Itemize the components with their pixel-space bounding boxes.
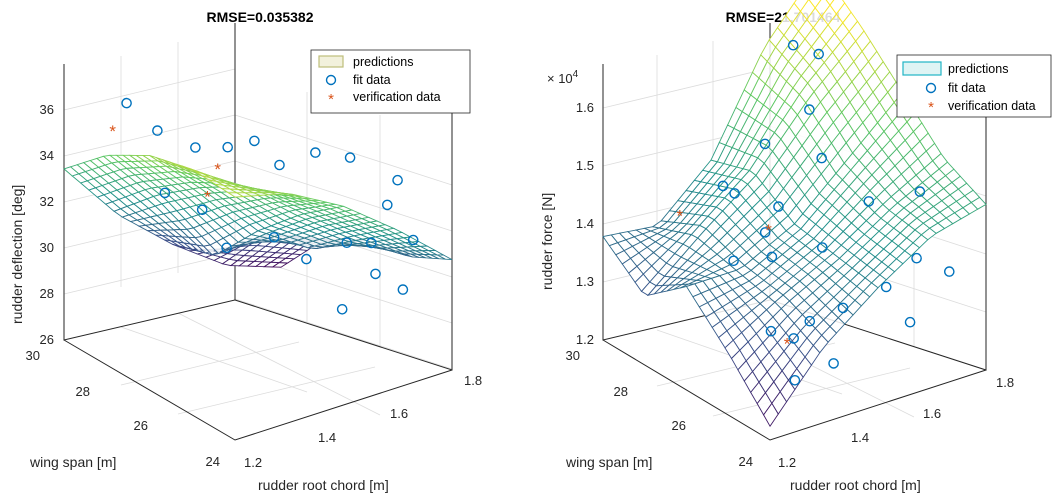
fit-data-point <box>882 282 891 291</box>
legend-label: predictions <box>353 55 413 69</box>
fit-data-point <box>906 318 915 327</box>
z-tick-label: 1.6 <box>576 100 594 115</box>
verification-data-point: * <box>765 221 772 240</box>
x-ticks: 1.2 1.4 1.6 1.8 <box>244 373 482 470</box>
legend-surface-swatch <box>903 62 941 75</box>
fit-data-point <box>829 359 838 368</box>
legend: predictions fit data * verification data <box>311 50 470 113</box>
verification-data-point: * <box>676 207 683 226</box>
plot-title: RMSE=0.035382 <box>206 9 313 25</box>
z-tick-label: 1.4 <box>576 216 594 231</box>
x-tick-label: 1.4 <box>851 430 869 445</box>
z-axis-label: rudder deflection [deg] <box>9 185 25 324</box>
legend-label: predictions <box>948 62 1008 76</box>
fit-data-point <box>383 200 392 209</box>
x-tick-label: 1.6 <box>390 406 408 421</box>
z-tick-label: 1.2 <box>576 332 594 347</box>
z-tick-label: 36 <box>40 102 54 117</box>
y-tick-label: 26 <box>134 418 148 433</box>
x-axis-label: rudder root chord [m] <box>790 477 921 493</box>
z-tick-label: 1.3 <box>576 274 594 289</box>
y-axis-label: wing span [m] <box>29 454 116 470</box>
z-tick-label: 32 <box>40 194 54 209</box>
verification-data-point: * <box>204 188 211 207</box>
z-tick-label: 34 <box>40 148 54 163</box>
verification-data-point: * <box>109 122 116 141</box>
legend-label: verification data <box>948 99 1036 113</box>
x-axis-label: rudder root chord [m] <box>258 477 389 493</box>
legend-label: fit data <box>353 73 391 87</box>
y-tick-label: 30 <box>566 348 580 363</box>
x-tick-label: 1.8 <box>464 373 482 388</box>
z-tick-label: 26 <box>40 332 54 347</box>
fit-data-point <box>311 148 320 157</box>
fit-data-point <box>912 254 921 263</box>
legend: predictions fit data * verification data <box>897 55 1051 117</box>
fit-data-point <box>371 269 380 278</box>
legend-label: fit data <box>948 81 986 95</box>
plot-right: RMSE=21.701464 *** 1.2 1.3 1.4 1.5 1.6 ×… <box>539 0 1051 493</box>
plot-left: RMSE=0.035382 *** 26 28 30 32 34 36 <box>9 9 482 493</box>
fit-data-point <box>338 305 347 314</box>
fit-data-point <box>302 255 311 264</box>
legend-surface-swatch <box>319 56 343 67</box>
fit-data-point <box>393 176 402 185</box>
y-tick-label: 28 <box>614 384 628 399</box>
x-tick-label: 1.2 <box>244 455 262 470</box>
fit-data-point <box>122 99 131 108</box>
z-ticks: 26 28 30 32 34 36 <box>40 102 54 347</box>
fit-data-point <box>275 160 284 169</box>
y-ticks: 30 28 26 24 <box>566 348 753 469</box>
verification-data-point: * <box>214 160 221 179</box>
z-tick-label: 28 <box>40 286 54 301</box>
y-tick-label: 30 <box>26 348 40 363</box>
z-axis-label: rudder force [N] <box>539 193 555 290</box>
y-axis-label: wing span [m] <box>565 454 652 470</box>
x-ticks: 1.2 1.4 1.6 1.8 <box>778 375 1014 470</box>
fit-data-point <box>346 153 355 162</box>
x-tick-label: 1.2 <box>778 455 796 470</box>
x-tick-label: 1.4 <box>318 430 336 445</box>
z-exponent-label: × 104 <box>547 69 579 86</box>
legend-label: verification data <box>353 90 441 104</box>
y-tick-label: 28 <box>76 384 90 399</box>
z-tick-label: 1.5 <box>576 158 594 173</box>
y-tick-label: 26 <box>672 418 686 433</box>
y-tick-label: 24 <box>739 454 753 469</box>
x-tick-label: 1.8 <box>996 375 1014 390</box>
x-tick-label: 1.6 <box>923 406 941 421</box>
fit-data-point <box>398 285 407 294</box>
verification-data-point: * <box>784 335 791 354</box>
z-tick-label: 30 <box>40 240 54 255</box>
legend-star-marker: * <box>928 99 934 116</box>
y-ticks: 30 28 26 24 <box>26 348 220 469</box>
fit-data-point <box>945 267 954 276</box>
fit-data-point <box>250 136 259 145</box>
y-tick-label: 24 <box>206 454 220 469</box>
fit-data-point <box>223 143 232 152</box>
z-ticks: 1.2 1.3 1.4 1.5 1.6 <box>576 100 594 347</box>
fit-data-point <box>191 143 200 152</box>
surface-mesh: *** <box>64 99 452 314</box>
legend-star-marker: * <box>328 91 334 108</box>
